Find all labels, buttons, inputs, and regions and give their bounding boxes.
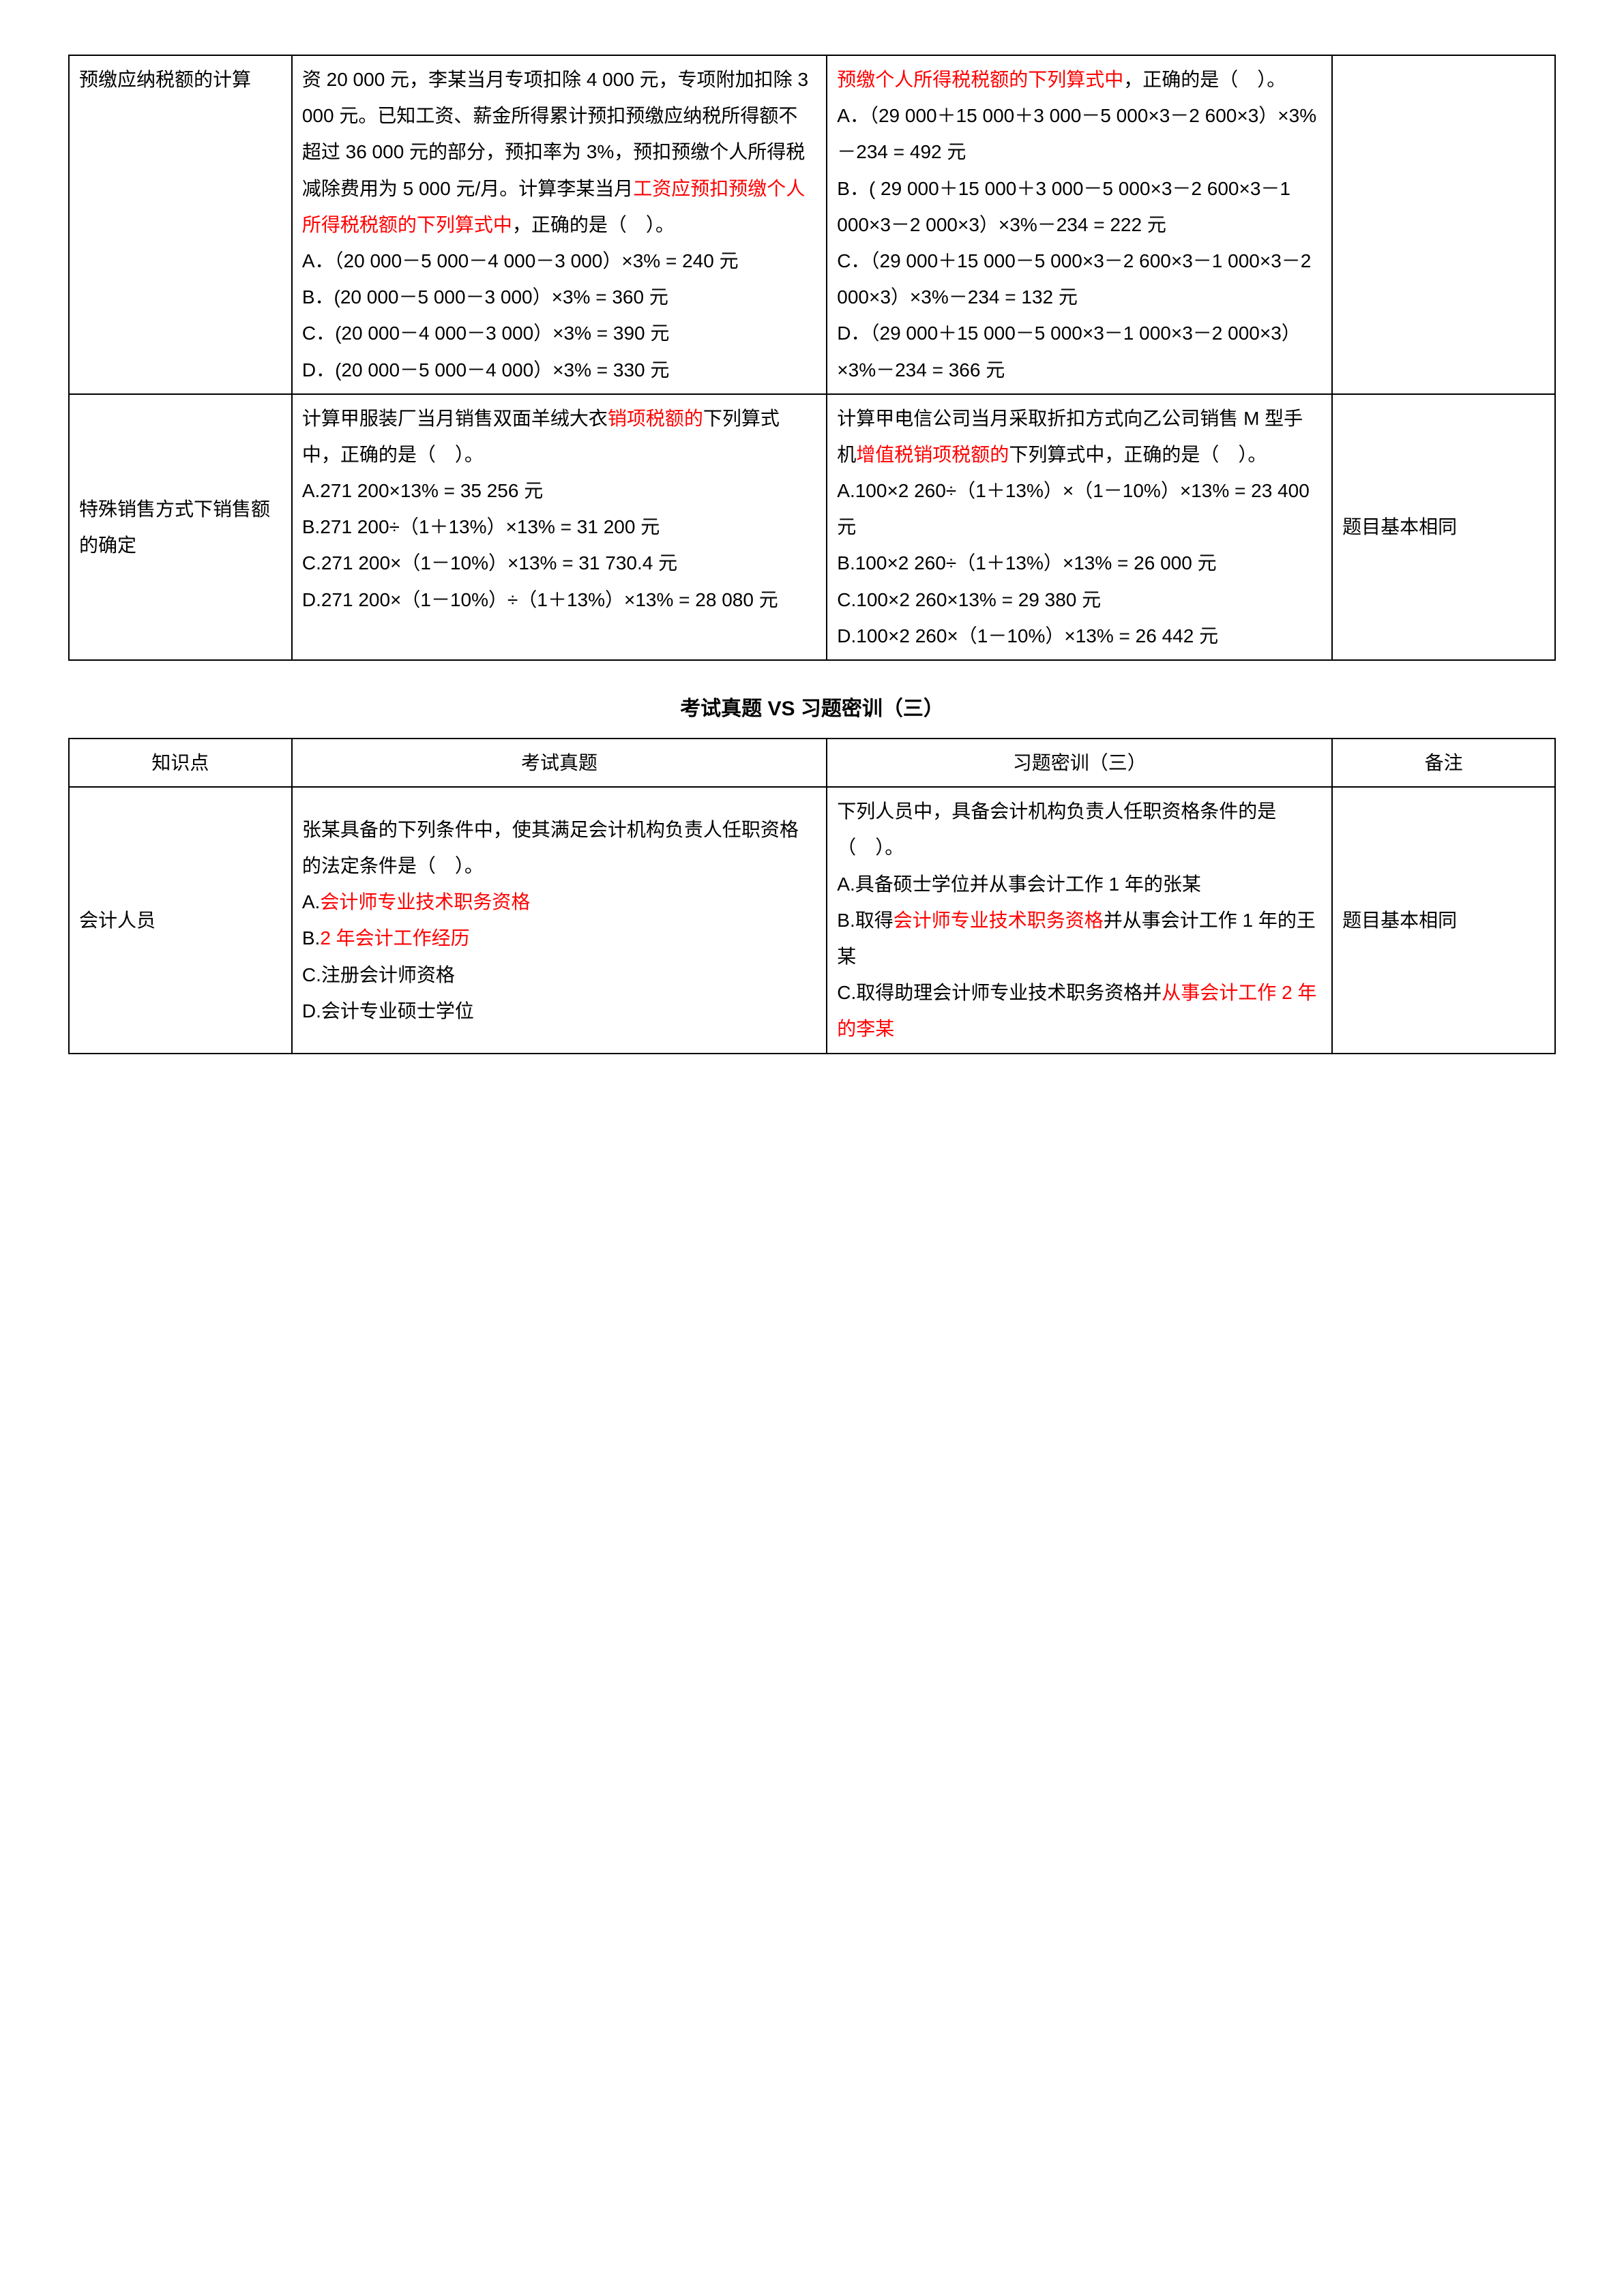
section-title: 考试真题 VS 习题密训（三） <box>68 689 1556 728</box>
note-cell <box>1332 55 1555 394</box>
option-d: D．（29 000＋15 000－5 000×3－1 000×3－2 000×3… <box>837 315 1322 387</box>
option-b: B.2 年会计工作经历 <box>302 920 816 956</box>
topic-cell: 会计人员 <box>69 787 292 1053</box>
option-c: C.100×2 260×13% = 29 380 元 <box>837 582 1322 618</box>
opt-red: 2 年会计工作经历 <box>320 927 469 949</box>
option-b: B.271 200÷（1＋13%）×13% = 31 200 元 <box>302 509 816 545</box>
option-b: B.100×2 260÷（1＋13%）×13% = 26 000 元 <box>837 545 1322 581</box>
exam-cell: 张某具备的下列条件中，使其满足会计机构负责人任职资格的法定条件是（ ）。 A.会… <box>292 787 827 1053</box>
option-b: B.取得会计师专业技术职务资格并从事会计工作 1 年的王某 <box>837 902 1322 974</box>
option-c: C.271 200×（1－10%）×13% = 31 730.4 元 <box>302 545 816 581</box>
header-row: 知识点 考试真题 习题密训（三） 备注 <box>69 739 1555 787</box>
option-a: A.100×2 260÷（1＋13%）×（1－10%）×13% = 23 400… <box>837 473 1322 545</box>
header-note: 备注 <box>1332 739 1555 787</box>
exam-post: ，正确的是（ ）。 <box>512 214 675 235</box>
opt-pre: B.取得 <box>837 910 893 931</box>
header-exam: 考试真题 <box>292 739 827 787</box>
note-text: 题目基本相同 <box>1342 910 1457 931</box>
option-c: C.取得助理会计师专业技术职务资格并从事会计工作 2 年的李某 <box>837 974 1322 1047</box>
opt-red: 会计师专业技术职务资格 <box>320 891 530 912</box>
header-drill: 习题密训（三） <box>827 739 1332 787</box>
option-a: A．（29 000＋15 000＋3 000－5 000×3－2 600×3）×… <box>837 98 1322 170</box>
option-a: A.会计师专业技术职务资格 <box>302 884 816 920</box>
opt-red: 会计师专业技术职务资格 <box>894 910 1104 931</box>
exam-cell: 资 20 000 元，李某当月专项扣除 4 000 元，专项附加扣除 3 000… <box>292 55 827 394</box>
option-d: D.会计专业硕士学位 <box>302 993 816 1029</box>
option-d: D.271 200×（1－10%）÷（1＋13%）×13% = 28 080 元 <box>302 582 816 618</box>
topic-cell: 预缴应纳税额的计算 <box>69 55 292 394</box>
drill-highlight: 增值税销项税额的 <box>856 444 1009 465</box>
drill-intro-b: 下列算式中，正确的是（ ）。 <box>1009 444 1267 465</box>
opt-pre: C.取得助理会计师专业技术职务资格并 <box>837 982 1162 1003</box>
drill-highlight: 预缴个人所得税税额的下列算式中 <box>837 69 1123 90</box>
option-a: A.271 200×13% = 35 256 元 <box>302 473 816 509</box>
opt-prefix: B. <box>302 927 320 949</box>
option-a: A．（20 000－5 000－4 000－3 000）×3% = 240 元 <box>302 243 816 279</box>
topic-text: 预缴应纳税额的计算 <box>79 69 251 90</box>
option-b: B．(20 000－5 000－3 000）×3% = 360 元 <box>302 279 816 315</box>
option-d: D.100×2 260×（1－10%）×13% = 26 442 元 <box>837 618 1322 654</box>
option-a: A.具备硕士学位并从事会计工作 1 年的张某 <box>837 866 1322 902</box>
comparison-table-1: 预缴应纳税额的计算 资 20 000 元，李某当月专项扣除 4 000 元，专项… <box>68 55 1556 661</box>
drill-intro: 下列人员中，具备会计机构负责人任职资格条件的是（ ）。 <box>837 793 1322 865</box>
topic-cell: 特殊销售方式下销售额的确定 <box>69 394 292 660</box>
header-topic: 知识点 <box>69 739 292 787</box>
table-row: 会计人员 张某具备的下列条件中，使其满足会计机构负责人任职资格的法定条件是（ ）… <box>69 787 1555 1053</box>
drill-cell: 预缴个人所得税税额的下列算式中，正确的是（ ）。 A．（29 000＋15 00… <box>827 55 1332 394</box>
note-cell: 题目基本相同 <box>1332 787 1555 1053</box>
table-row: 特殊销售方式下销售额的确定 计算甲服装厂当月销售双面羊绒大衣销项税额的下列算式中… <box>69 394 1555 660</box>
option-c: C．(20 000－4 000－3 000）×3% = 390 元 <box>302 315 816 351</box>
option-c: C．（29 000＋15 000－5 000×3－2 600×3－1 000×3… <box>837 243 1322 315</box>
exam-intro: 张某具备的下列条件中，使其满足会计机构负责人任职资格的法定条件是（ ）。 <box>302 811 816 884</box>
table-row: 预缴应纳税额的计算 资 20 000 元，李某当月专项扣除 4 000 元，专项… <box>69 55 1555 394</box>
drill-post: ，正确的是（ ）。 <box>1123 69 1286 90</box>
exam-highlight: 销项税额的 <box>608 408 703 429</box>
option-d: D．(20 000－5 000－4 000）×3% = 330 元 <box>302 352 816 388</box>
drill-cell: 下列人员中，具备会计机构负责人任职资格条件的是（ ）。 A.具备硕士学位并从事会… <box>827 787 1332 1053</box>
option-b: B．( 29 000＋15 000＋3 000－5 000×3－2 600×3－… <box>837 170 1322 243</box>
note-cell: 题目基本相同 <box>1332 394 1555 660</box>
comparison-table-2: 知识点 考试真题 习题密训（三） 备注 会计人员 张某具备的下列条件中，使其满足… <box>68 738 1556 1054</box>
topic-text: 会计人员 <box>79 910 156 931</box>
exam-intro-a: 计算甲服装厂当月销售双面羊绒大衣 <box>302 408 608 429</box>
opt-prefix: A. <box>302 891 320 912</box>
topic-text: 特殊销售方式下销售额的确定 <box>79 498 270 556</box>
option-c: C.注册会计师资格 <box>302 957 816 993</box>
note-text: 题目基本相同 <box>1342 516 1457 537</box>
exam-cell: 计算甲服装厂当月销售双面羊绒大衣销项税额的下列算式中，正确的是（ ）。 A.27… <box>292 394 827 660</box>
drill-cell: 计算甲电信公司当月采取折扣方式向乙公司销售 M 型手机增值税销项税额的下列算式中… <box>827 394 1332 660</box>
